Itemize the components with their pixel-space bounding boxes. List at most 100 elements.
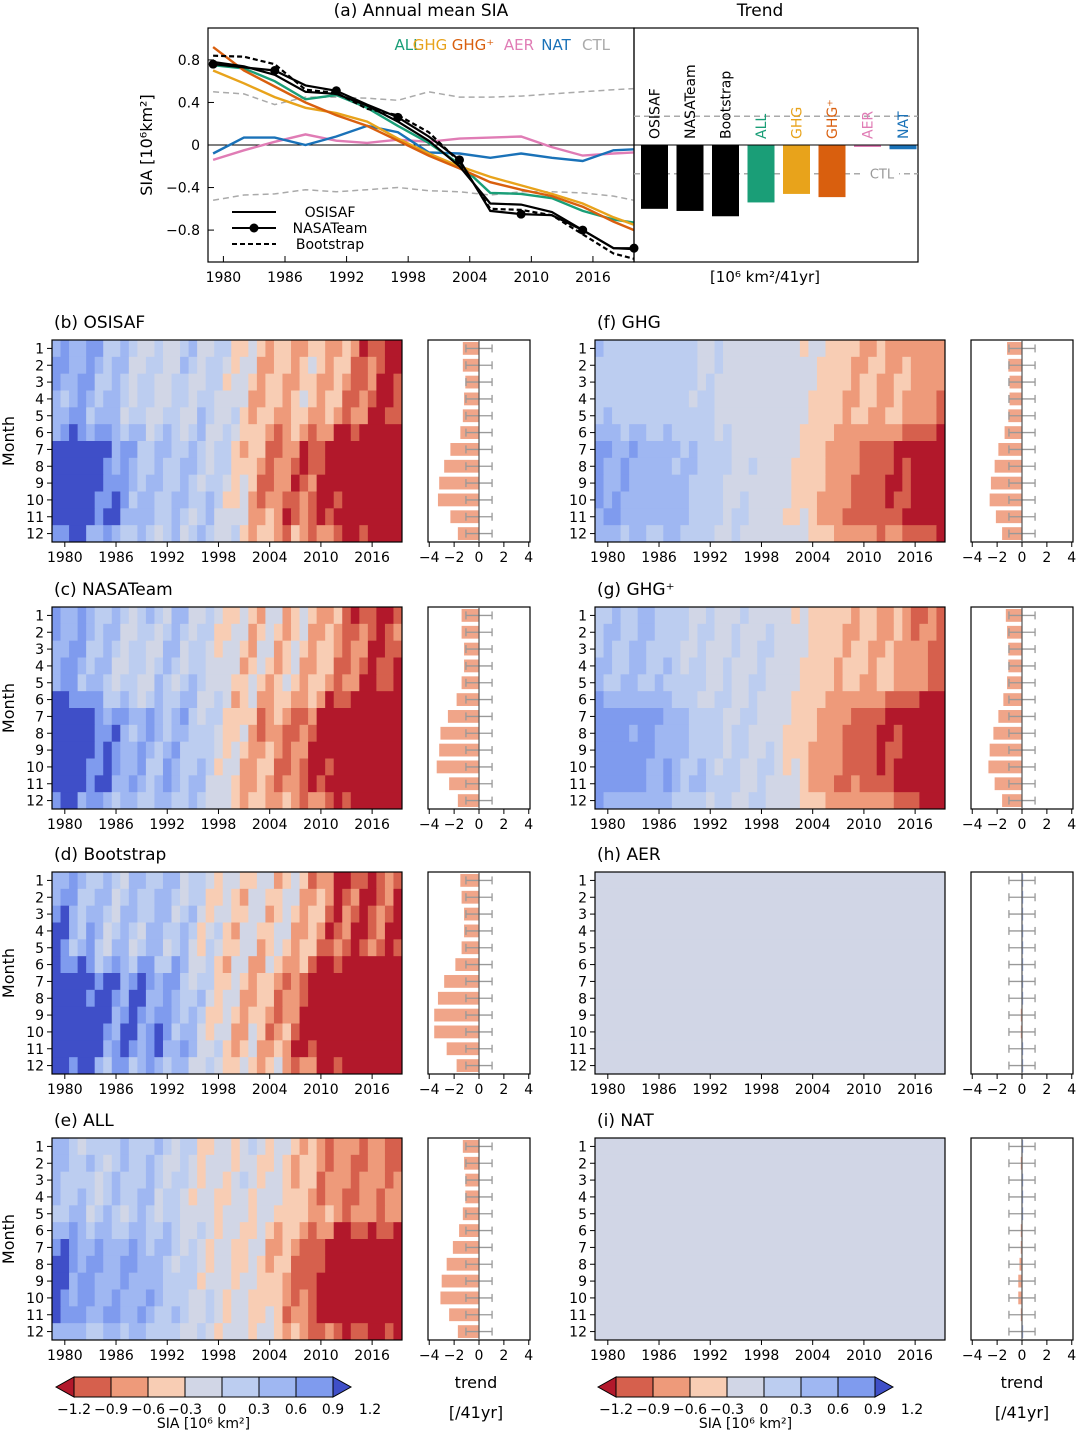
- heatmap-cell: [637, 724, 656, 743]
- heatmap-cell: [740, 640, 758, 658]
- heatmap-cell: [120, 741, 138, 759]
- heatmap-cell: [214, 407, 232, 425]
- heatmap-cell: [188, 872, 207, 890]
- heatmap-cell: [308, 724, 318, 743]
- heatmap-cell: [162, 356, 181, 375]
- heatmap-cell: [350, 691, 403, 709]
- heatmap-cell: [222, 724, 241, 743]
- month-label: 2: [35, 1156, 44, 1172]
- heatmap-cell: [299, 724, 309, 743]
- heatmap-cell: [154, 525, 164, 543]
- heatmap-cell: [595, 1023, 946, 1041]
- heatmap-cell: [69, 872, 79, 890]
- heatmap-cell: [69, 939, 79, 957]
- heatmap-cell: [256, 1205, 275, 1223]
- heatmap-cell: [60, 956, 79, 974]
- heatmap-cell: [299, 775, 309, 793]
- heatmap-cell: [214, 508, 249, 526]
- heatmap-cell: [94, 708, 104, 726]
- heatmap-cell: [120, 1323, 130, 1341]
- trend-month-bar: [441, 1274, 479, 1288]
- heatmap-cell: [265, 623, 275, 642]
- heatmap-cell: [902, 741, 946, 759]
- heatmap-cell: [137, 491, 155, 509]
- heatmap-cell: [239, 758, 258, 776]
- heatmap-cell: [765, 674, 801, 692]
- month-label: 9: [578, 1008, 587, 1024]
- heatmap-cell: [816, 508, 843, 526]
- heatmap-cell: [111, 888, 121, 907]
- heatmap-cell: [342, 956, 403, 974]
- heatmap-panel-title: (b) OSISAF: [54, 313, 145, 333]
- heatmap-cell: [308, 691, 318, 709]
- month-label: 2: [578, 890, 587, 906]
- year-label: 1992: [149, 1082, 185, 1098]
- heatmap-cell: [595, 1306, 946, 1324]
- trend-tick-label: 0: [475, 550, 484, 566]
- heatmap-cell: [629, 525, 647, 543]
- heatmap-cell: [333, 407, 343, 425]
- heatmap-cell: [350, 939, 360, 957]
- trend-tick-label: −2: [987, 550, 1008, 566]
- heatmap-cell: [86, 1306, 104, 1324]
- heatmap-cell: [154, 973, 164, 991]
- series-line-ghg: [212, 46, 635, 232]
- month-label: 12: [569, 1059, 587, 1075]
- heatmap-cell: [231, 623, 249, 642]
- heatmap-cell: [893, 390, 903, 408]
- heatmap-cell: [919, 623, 937, 642]
- heatmap-cell: [291, 607, 300, 625]
- heatmap-cell: [333, 607, 343, 625]
- heatmap-cell: [316, 1138, 326, 1156]
- month-label: 7: [35, 709, 44, 725]
- heatmap-cell: [52, 457, 104, 476]
- heatmap-cell: [222, 356, 232, 375]
- trend-month-bar: [450, 510, 479, 524]
- heatmap-cell: [180, 457, 198, 476]
- heatmap-cell: [94, 373, 113, 391]
- heatmap-cell: [367, 1222, 377, 1240]
- heatmap-cell: [86, 939, 96, 957]
- heatmap-cell: [86, 1205, 96, 1223]
- legend-entry: NAT: [541, 36, 571, 54]
- heatmap-cell: [214, 1023, 232, 1041]
- heatmap-cell: [316, 1222, 335, 1240]
- heatmap-cell: [120, 956, 130, 974]
- heatmap-cell: [273, 674, 283, 692]
- heatmap-cell: [77, 390, 87, 408]
- heatmap-cell: [342, 905, 352, 923]
- heatmap-cell: [902, 457, 912, 476]
- year-label: 2010: [846, 1348, 882, 1364]
- heatmap-cell: [231, 1154, 241, 1173]
- heatmap-cell: [299, 1171, 318, 1189]
- heatmap-cell: [197, 1006, 207, 1024]
- heatmap-cell: [103, 1057, 113, 1075]
- trend-tick-label: −2: [444, 817, 465, 833]
- heatmap-cell: [680, 640, 698, 658]
- heatmap-cell: [205, 939, 215, 957]
- heatmap-cell: [137, 1188, 155, 1206]
- heatmap-cell: [205, 373, 224, 391]
- heatmap-cell: [851, 356, 869, 375]
- heatmap-cell: [86, 956, 96, 974]
- heatmap-cell: [308, 674, 326, 692]
- heatmap-cell: [885, 525, 903, 543]
- heatmap-cell: [103, 956, 113, 974]
- heatmap-cell: [757, 691, 792, 709]
- heatmap-cell: [282, 956, 300, 974]
- heatmap-cell: [393, 1323, 403, 1341]
- heatmap-cell: [94, 424, 113, 442]
- heatmap-cell: [111, 708, 130, 726]
- month-label: 10: [26, 493, 44, 509]
- heatmap-cell: [859, 340, 878, 358]
- heatmap-cell: [120, 973, 130, 991]
- heatmap-cell: [94, 1205, 104, 1223]
- heatmap-cell: [205, 491, 215, 509]
- heatmap-cell: [342, 390, 360, 408]
- heatmap-cell: [60, 373, 79, 391]
- heatmap-cell: [154, 457, 164, 476]
- month-label: 12: [569, 527, 587, 543]
- heatmap-cell: [256, 708, 266, 726]
- heatmap-cell: [171, 508, 181, 526]
- heatmap-cell: [316, 922, 326, 940]
